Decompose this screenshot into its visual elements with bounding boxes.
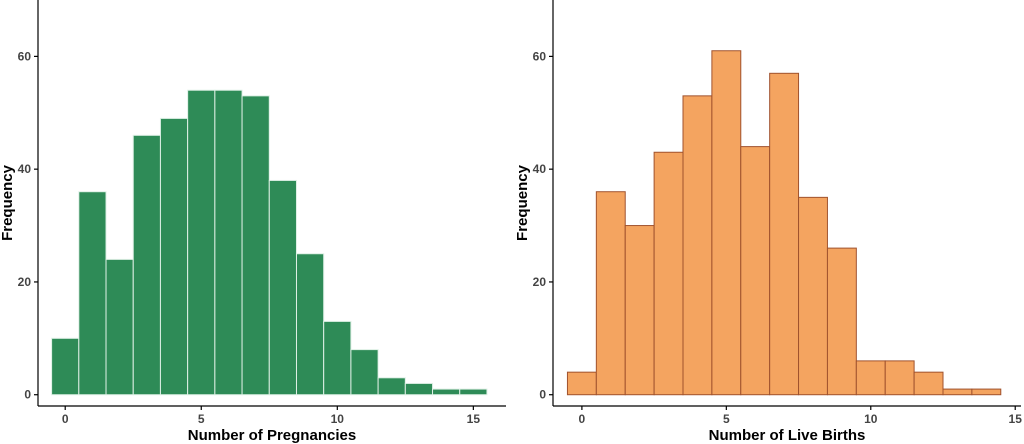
x-tick-label: 10 <box>864 412 878 426</box>
bar-live-births-bin-6 <box>740 146 771 396</box>
bar-pregnancies-bin-15 <box>459 388 488 396</box>
bar-pregnancies-bin-6 <box>214 89 243 396</box>
bar-live-births-bin-14 <box>971 388 1002 396</box>
bar-live-births-bin-7 <box>769 72 800 396</box>
bar-live-births-bin-11 <box>884 360 915 396</box>
x-tick-label: 5 <box>723 412 730 426</box>
y-tick-label: 60 <box>18 49 32 63</box>
x-axis-title: Number of Live Births <box>709 427 866 444</box>
x-axis-title: Number of Pregnancies <box>188 427 356 444</box>
bar-live-births-bin-9 <box>826 247 857 396</box>
bar-pregnancies-bin-8 <box>268 179 297 396</box>
y-axis-title: Frequency <box>0 164 16 241</box>
y-tick-label: 40 <box>533 162 547 176</box>
bar-pregnancies-bin-0 <box>51 337 80 396</box>
bars-pregnancies <box>51 89 488 396</box>
bar-pregnancies-bin-12 <box>377 377 406 396</box>
bar-pregnancies-bin-10 <box>323 320 352 396</box>
bar-pregnancies-bin-7 <box>241 95 270 396</box>
x-tick-label: 10 <box>331 412 345 426</box>
bar-live-births-bin-2 <box>624 225 655 396</box>
bar-pregnancies-bin-2 <box>105 258 134 396</box>
x-tick-label: 0 <box>62 412 69 426</box>
bar-live-births-bin-0 <box>566 371 597 396</box>
bar-pregnancies-bin-11 <box>350 349 379 396</box>
chart-panel-live-births: 0 20 40 60 0 5 10 15 Number of Live Births Freque… <box>514 0 1022 444</box>
bar-live-births-bin-12 <box>913 371 944 396</box>
y-tick-label: 0 <box>24 388 31 402</box>
y-tick-label: 60 <box>533 49 547 63</box>
bar-live-births-bin-13 <box>942 388 973 396</box>
chart-panel-pregnancies: 0 20 40 60 0 5 10 15 Number of Pregnancies Freque… <box>0 0 506 444</box>
y-tick-label: 20 <box>533 275 547 289</box>
bars-live-births <box>566 50 1002 396</box>
bar-pregnancies-bin-5 <box>187 89 216 396</box>
bar-live-births-bin-5 <box>711 50 742 396</box>
bar-pregnancies-bin-14 <box>432 388 461 396</box>
bar-pregnancies-bin-13 <box>404 382 434 396</box>
y-tick-label: 0 <box>539 388 546 402</box>
bar-live-births-bin-10 <box>855 360 886 396</box>
y-axis-title: Frequency <box>514 164 531 241</box>
y-tick-label: 20 <box>18 275 32 289</box>
bar-pregnancies-bin-3 <box>132 134 161 396</box>
bar-live-births-bin-4 <box>682 95 713 396</box>
x-tick-label: 5 <box>198 412 205 426</box>
bar-live-births-bin-1 <box>595 191 626 396</box>
bar-pregnancies-bin-4 <box>159 117 189 396</box>
bar-live-births-bin-8 <box>798 196 828 396</box>
y-tick-label: 40 <box>18 162 32 176</box>
x-tick-label: 15 <box>467 412 481 426</box>
bar-pregnancies-bin-1 <box>78 191 107 396</box>
x-tick-label: 15 <box>1009 412 1023 426</box>
x-tick-label: 0 <box>579 412 586 426</box>
bar-pregnancies-bin-9 <box>295 253 325 396</box>
bar-live-births-bin-3 <box>653 151 684 396</box>
